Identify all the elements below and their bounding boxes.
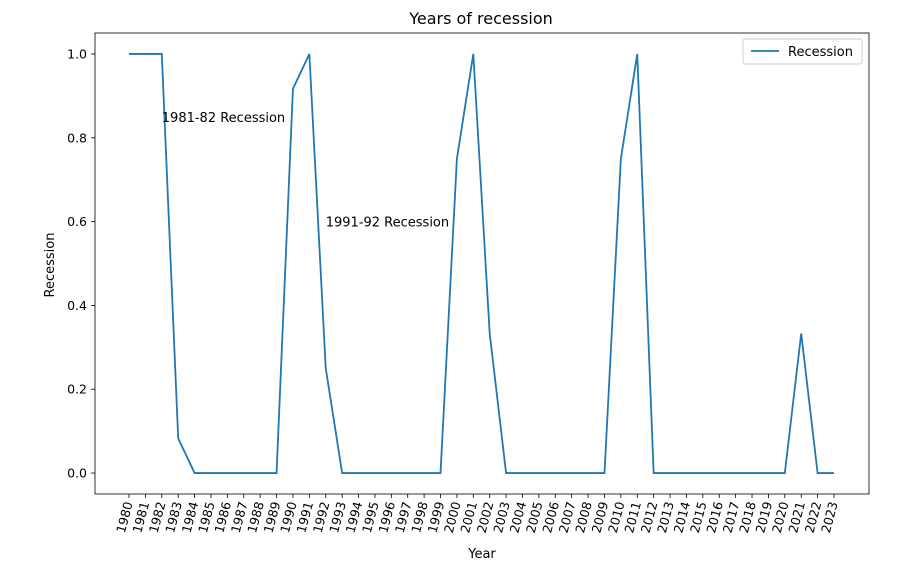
legend-box bbox=[742, 38, 863, 65]
legend-label-recession: Recession bbox=[788, 45, 853, 60]
x-axis-label: Year bbox=[467, 547, 496, 562]
y-tick-label: 0.8 bbox=[67, 130, 87, 145]
y-axis-label: Recession bbox=[43, 233, 58, 298]
annotation-label: 1991-92 Recession bbox=[326, 216, 449, 231]
series-line-recession bbox=[129, 53, 834, 474]
annotation-label: 1981-82 Recession bbox=[162, 111, 285, 126]
plot-area bbox=[94, 32, 870, 495]
y-tick-label: 0.6 bbox=[67, 214, 87, 229]
annotations: 1981-82 Recession 1991-92 Recession bbox=[162, 111, 449, 231]
x-axis: 1980198119821983198419851986198719881989… bbox=[113, 494, 841, 535]
y-axis: 0.0 0.2 0.4 0.6 0.8 1.0 bbox=[67, 46, 95, 481]
y-tick-label: 1.0 bbox=[67, 46, 87, 61]
y-tick-label: 0.4 bbox=[67, 298, 87, 313]
legend: Recession bbox=[742, 38, 863, 65]
y-tick-label: 0.2 bbox=[67, 382, 87, 397]
chart-title: Years of recession bbox=[408, 9, 553, 28]
y-tick-label: 0.0 bbox=[67, 466, 87, 481]
